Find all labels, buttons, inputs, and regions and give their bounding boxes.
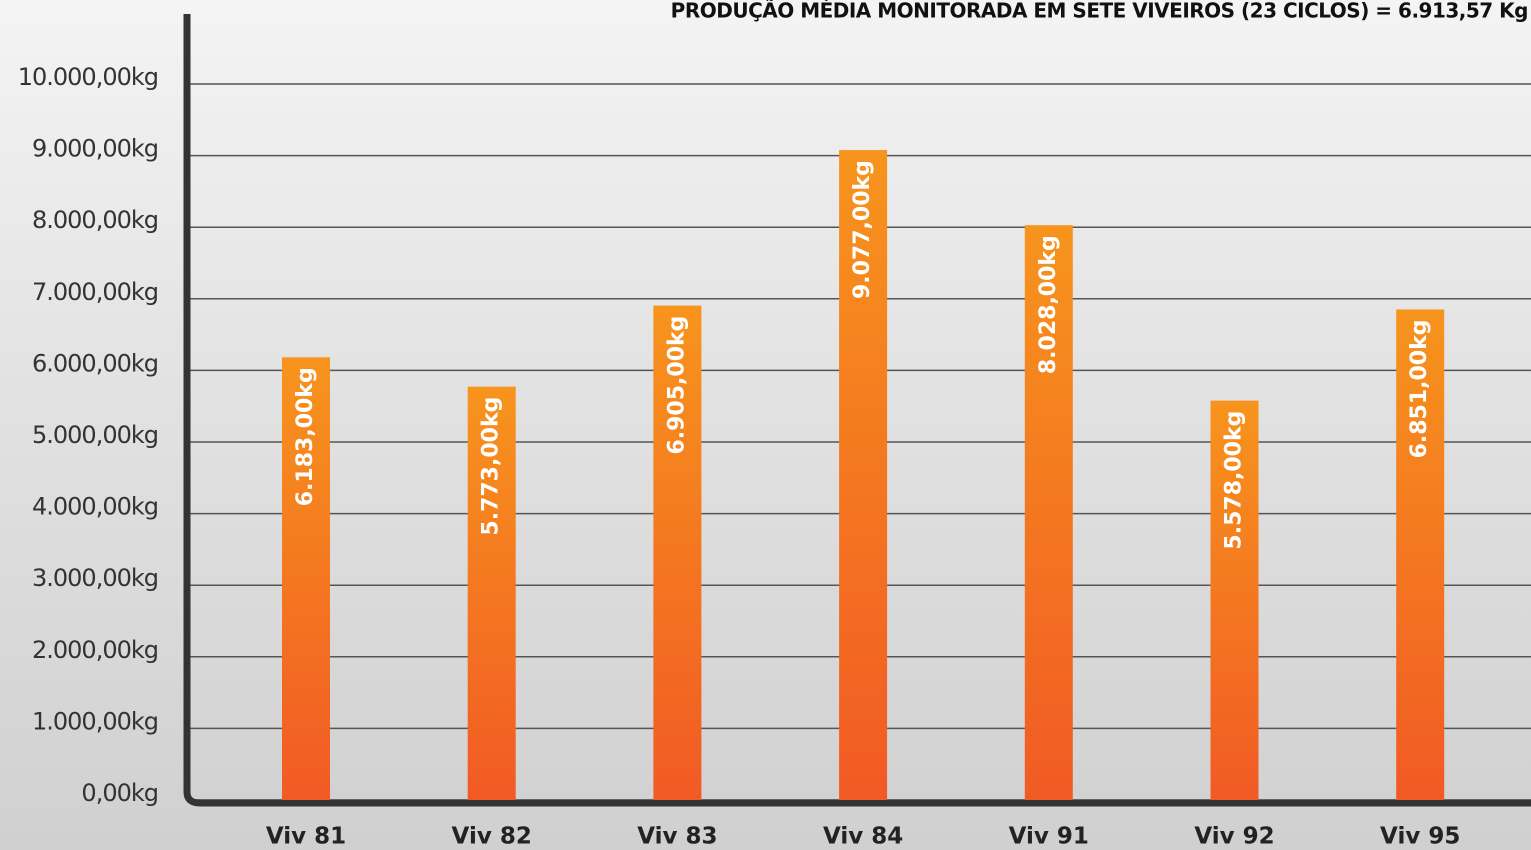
y-tick-label: 6.000,00kg: [32, 349, 158, 377]
chart-title: PRODUÇÃO MÉDIA MONITORADA EM SETE VIVEIR…: [671, 0, 1528, 23]
value-label: 6.183,00kg: [293, 367, 318, 506]
value-label: 5.773,00kg: [479, 397, 504, 536]
y-tick-label: 0,00kg: [81, 779, 158, 807]
axis: [183, 14, 1531, 807]
y-tick-label: 1.000,00kg: [32, 707, 158, 735]
x-tick-label: Viv 92: [1194, 824, 1274, 850]
value-label: 6.851,00kg: [1407, 319, 1432, 458]
x-tick-label: Viv 82: [452, 824, 532, 850]
x-tick-label: Viv 81: [266, 824, 346, 850]
bar: [1396, 309, 1445, 800]
value-label: 9.077,00kg: [850, 160, 875, 299]
value-label: 8.028,00kg: [1036, 235, 1061, 374]
x-tick-label: Viv 83: [637, 824, 717, 850]
y-tick-label: 8.000,00kg: [32, 206, 158, 234]
y-tick-label: 9.000,00kg: [32, 135, 158, 163]
y-tick-label: 4.000,00kg: [32, 493, 158, 521]
bar: [467, 386, 516, 800]
bar: [1024, 225, 1073, 801]
value-label: 6.905,00kg: [664, 316, 689, 455]
x-tick-label: Viv 84: [823, 824, 903, 850]
y-tick-label: 5.000,00kg: [32, 421, 158, 449]
bar: [1210, 400, 1259, 800]
bar: [282, 357, 330, 800]
y-tick-label: 7.000,00kg: [32, 278, 158, 306]
y-tick-label: 2.000,00kg: [32, 636, 158, 664]
bar: [653, 305, 702, 800]
value-label: 5.578,00kg: [1222, 411, 1247, 550]
x-tick-label: Viv 91: [1009, 824, 1089, 850]
y-tick-label: 10.000,00kg: [18, 63, 158, 91]
bar: [839, 150, 888, 801]
y-tick-label: 3.000,00kg: [32, 564, 158, 592]
x-tick-label: Viv 95: [1380, 824, 1460, 850]
